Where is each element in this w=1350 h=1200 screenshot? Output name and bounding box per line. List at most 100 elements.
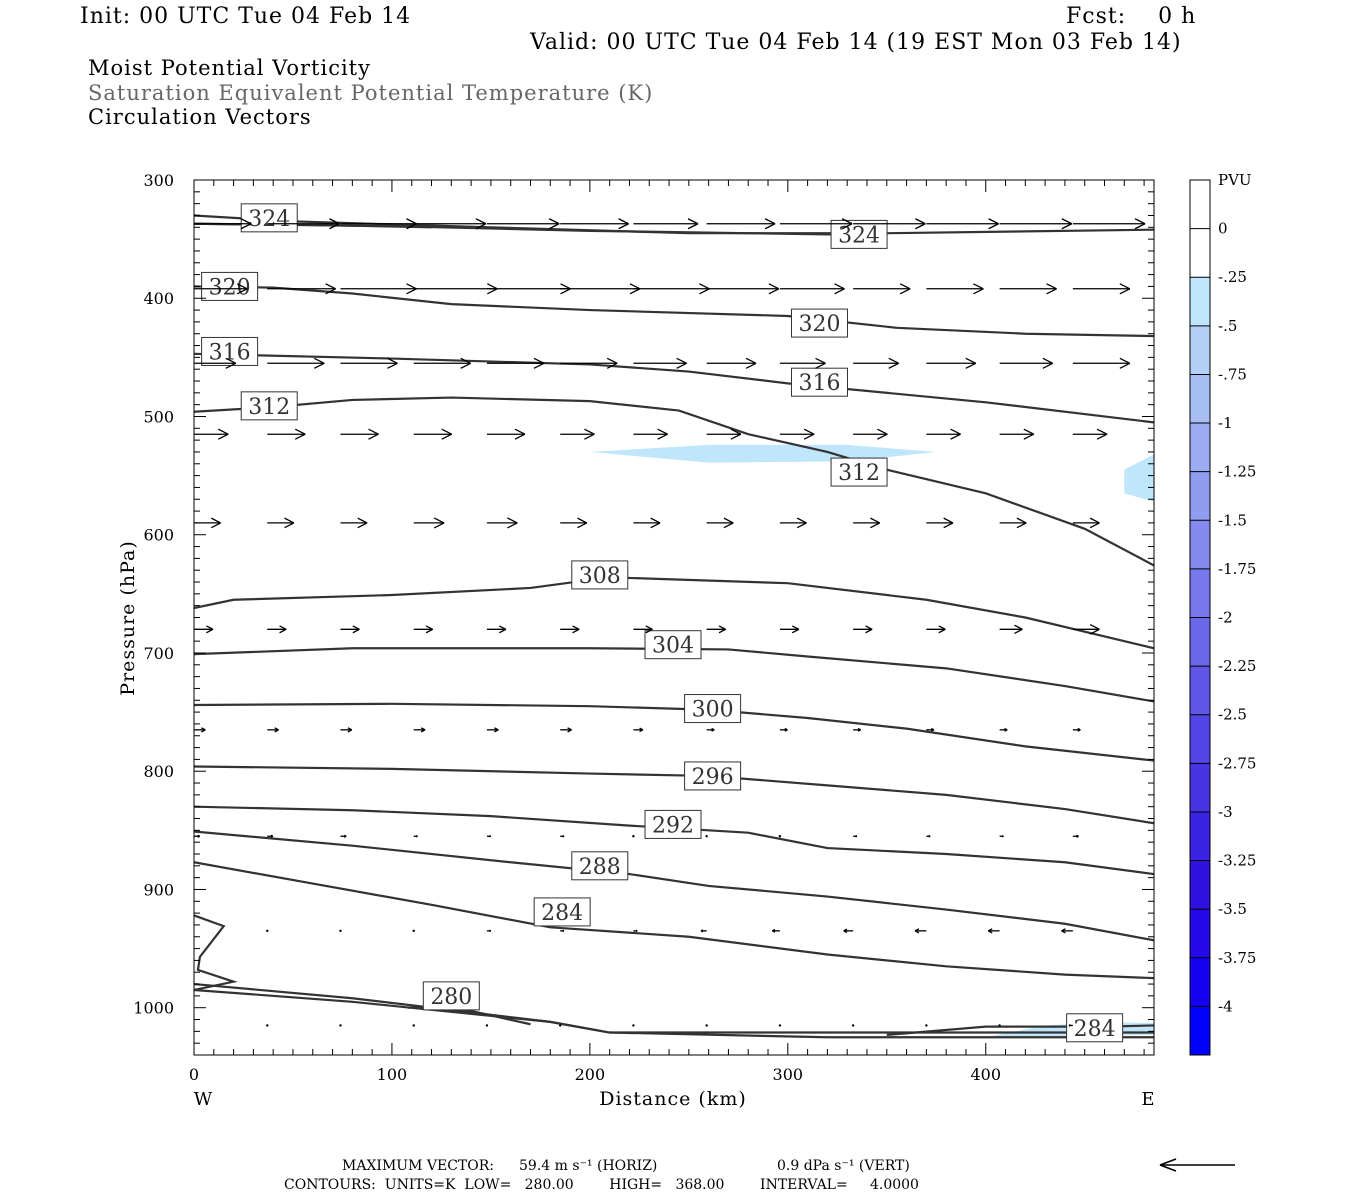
vector-arrow: [706, 625, 726, 634]
max-vector-vertical: 0.9 dPa s⁻¹ (VERT): [777, 1158, 910, 1174]
vector-arrow: [486, 834, 492, 838]
vector-arrow: [632, 835, 635, 838]
x-tick-label: 100: [377, 1065, 408, 1084]
vector-arrow: [1072, 623, 1100, 635]
vector-arrow: [194, 834, 200, 838]
vector-arrow: [853, 357, 900, 369]
vector-arrow: [266, 1024, 269, 1027]
plot-frame: [193, 179, 1155, 1056]
vector-arrow: [853, 727, 862, 732]
colorbar-swatch: [1190, 860, 1210, 910]
vector-arrow: [999, 624, 1023, 635]
colorbar-label: -3.5: [1218, 900, 1247, 918]
vector-arrow: [560, 357, 618, 369]
y-tick-label: 300: [143, 171, 174, 190]
x-tick-label: 200: [575, 1065, 606, 1084]
vector-arrow: [705, 835, 708, 838]
vector-arrow: [194, 357, 237, 369]
vector-arrow: [853, 625, 873, 634]
max-vector-horizontal: 59.4 m s⁻¹ (HORIZ): [519, 1158, 658, 1174]
vector-arrow: [412, 929, 415, 933]
vector-arrow: [853, 428, 888, 440]
vector-arrow: [413, 834, 418, 838]
colorbar-label: -1.5: [1218, 511, 1247, 529]
vector-arrow: [633, 727, 644, 733]
x-axis-label: Distance (km): [599, 1088, 747, 1110]
vector-arrow: [413, 517, 445, 529]
vector-arrow: [340, 428, 379, 440]
vector-arrow: [340, 834, 347, 838]
contour-label-4: 320: [209, 275, 251, 300]
field-title-vectors: Circulation Vectors: [88, 105, 312, 129]
vector-arrow: [706, 218, 776, 230]
contour-label-15: 288: [579, 855, 621, 880]
colorbar-swatch: [1190, 714, 1210, 764]
contour-label-box-3: [830, 219, 888, 249]
vector-arrow: [632, 1024, 635, 1027]
vector-arrow: [486, 283, 571, 295]
contour-label-8: 312: [248, 395, 290, 420]
vector-arrow: [926, 283, 984, 295]
contour-label-box-7: [790, 367, 848, 397]
colorbar-label: -1: [1218, 414, 1233, 432]
y-tick-label: 900: [143, 880, 174, 899]
vector-arrow: [1072, 517, 1100, 529]
vector-arrow: [486, 625, 507, 634]
vector-arrow: [560, 428, 595, 440]
vector-arrow: [853, 834, 858, 838]
vector-arrow: [413, 357, 472, 369]
vector-arrow: [926, 517, 954, 529]
vector-arrow: [633, 929, 638, 933]
contour-label-box-15: [571, 851, 629, 881]
vector-arrow: [926, 428, 961, 440]
contour-line-14: [194, 805, 1154, 876]
colorbar-swatch: [1190, 374, 1210, 424]
vector-arrow: [999, 727, 1008, 732]
colorbar-swatch: [1190, 666, 1210, 716]
field-title-pv: Moist Potential Vorticity: [88, 56, 371, 80]
vector-arrow: [194, 428, 229, 440]
vector-arrow: [778, 1024, 782, 1027]
vector-arrow: [486, 357, 545, 369]
colorbar-label: 0: [1218, 220, 1228, 238]
pv-shade-1: [1124, 454, 1154, 502]
vector-arrow: [560, 283, 641, 295]
vector-arrow: [999, 834, 1004, 838]
contour-label-box-18: [422, 981, 480, 1011]
vector-arrow: [413, 218, 487, 230]
contour-label-box-5: [790, 308, 848, 338]
vector-arrow: [926, 357, 977, 369]
contour-label-14: 292: [652, 813, 694, 838]
vector-arrow: [413, 625, 434, 634]
vector-arrow: [340, 727, 353, 733]
colorbar-swatch: [1190, 568, 1210, 618]
max-vector-label: MAXIMUM VECTOR:: [342, 1158, 494, 1174]
contour-label-box-16: [533, 897, 591, 927]
vector-arrow: [633, 517, 661, 529]
colorbar-label: -2: [1218, 609, 1233, 627]
vector-arrow: [485, 1024, 489, 1027]
vector-arrow: [853, 283, 911, 295]
colorbar-label: -.75: [1218, 365, 1247, 383]
contour-label-6: 316: [209, 340, 251, 365]
vector-arrow: [266, 929, 269, 933]
vector-arrow: [267, 218, 340, 230]
vector-arrow: [633, 428, 668, 440]
colorbar-swatch: [1190, 909, 1210, 959]
contour-line-8: [194, 396, 1154, 567]
y-tick-label: 700: [143, 644, 174, 663]
y-tick-label: 500: [143, 407, 174, 426]
reference-arrow: [1159, 1158, 1235, 1172]
contour-label-9: 312: [838, 461, 880, 486]
contour-label-box-13: [684, 761, 742, 791]
vector-arrow: [1072, 357, 1131, 369]
vector-arrow: [706, 517, 734, 529]
vector-arrow: [779, 218, 853, 230]
x-tick-label: 0: [189, 1065, 199, 1084]
contour-label-box-17: [1066, 1013, 1124, 1043]
contour-line-15: [194, 830, 1154, 942]
forecast-hour: Fcst: 0 h: [1066, 4, 1197, 29]
colorbar-swatch: [1190, 520, 1210, 570]
vector-arrow: [267, 517, 295, 529]
vector-arrow: [987, 928, 1000, 934]
